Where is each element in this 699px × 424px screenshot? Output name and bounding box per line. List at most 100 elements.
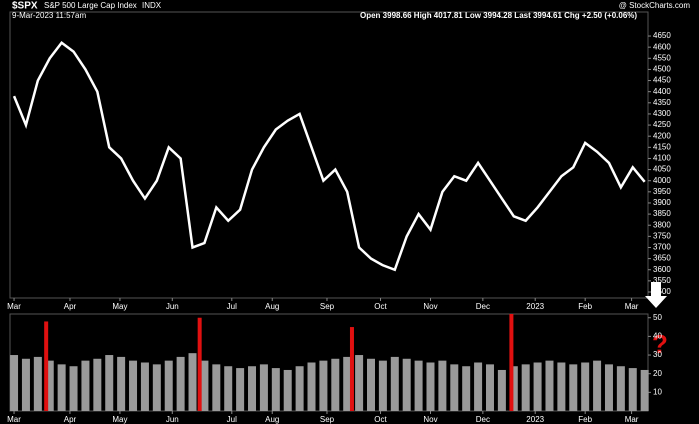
- y-tick-label: 4000: [653, 176, 671, 185]
- source: @ StockCharts.com: [619, 1, 691, 10]
- y-tick-label: 4150: [653, 142, 671, 151]
- x-tick-label: Sep: [320, 302, 335, 311]
- y-tick-label: 20: [653, 369, 662, 378]
- volume-bar: [200, 360, 209, 411]
- volume-bar: [57, 364, 66, 411]
- y-tick-label: 4300: [653, 109, 671, 118]
- volume-bar: [474, 362, 483, 411]
- y-tick-label: 4550: [653, 53, 671, 62]
- volume-bar: [438, 360, 447, 411]
- volume-spike: [509, 314, 514, 411]
- x-tick-label: Feb: [578, 415, 592, 424]
- volume-bar: [414, 360, 423, 411]
- y-tick-label: 3850: [653, 209, 671, 218]
- y-tick-label: 3950: [653, 187, 671, 196]
- x-tick-label: Mar: [625, 302, 639, 311]
- x-tick-label: Jul: [227, 415, 237, 424]
- volume-bar: [581, 362, 590, 411]
- y-tick-label: 3600: [653, 265, 671, 274]
- x-tick-label: Apr: [64, 302, 77, 311]
- question-mark: ?: [652, 329, 668, 359]
- volume-bar: [33, 356, 42, 411]
- y-tick-label: 3550: [653, 276, 671, 285]
- x-tick-label: Mar: [625, 415, 639, 424]
- x-tick-label: Aug: [265, 415, 279, 424]
- price-line: [12, 40, 646, 272]
- y-tick-label: 50: [653, 313, 662, 322]
- ticker: $SPX: [12, 1, 38, 12]
- x-tick-label: Dec: [476, 302, 490, 311]
- volume-bar: [378, 360, 387, 411]
- volume-bar: [533, 362, 542, 411]
- x-tick-label: Jun: [166, 415, 179, 424]
- y-tick-label: 4100: [653, 154, 671, 163]
- index-name: S&P 500 Large Cap Index: [44, 1, 137, 10]
- volume-bar: [283, 369, 292, 411]
- volume-bar: [21, 358, 30, 411]
- x-tick-label: Jul: [227, 302, 237, 311]
- volume-bar: [450, 364, 459, 411]
- volume-bar: [640, 369, 649, 411]
- volume-bar: [271, 368, 280, 411]
- volume-bar: [152, 364, 161, 411]
- volume-bar: [462, 366, 471, 411]
- volume-bar: [176, 356, 185, 411]
- volume-bar: [521, 364, 530, 411]
- y-tick-label: 4500: [653, 65, 671, 74]
- x-tick-label: Dec: [476, 415, 490, 424]
- volume-bar: [557, 362, 566, 411]
- x-tick-label: Nov: [423, 302, 437, 311]
- volume-bar: [69, 366, 78, 411]
- y-tick-label: 4200: [653, 131, 671, 140]
- volume-bar: [343, 356, 352, 411]
- y-tick-label: 3500: [653, 287, 671, 296]
- volume-bar: [616, 366, 625, 411]
- x-tick-label: Aug: [265, 302, 279, 311]
- y-tick-label: 4250: [653, 120, 671, 129]
- y-tick-label: 4050: [653, 165, 671, 174]
- down-arrow: [645, 282, 667, 308]
- volume-bar: [236, 368, 245, 411]
- volume-bar: [604, 364, 613, 411]
- volume-spike: [349, 327, 354, 411]
- volume-bar: [569, 364, 578, 411]
- y-tick-label: 3800: [653, 220, 671, 229]
- price-panel: [9, 11, 649, 299]
- volume-bar: [497, 369, 506, 411]
- x-tick-label: Nov: [423, 415, 437, 424]
- volume-bar: [509, 366, 518, 411]
- y-tick-label: 4400: [653, 87, 671, 96]
- x-tick-label: Mar: [7, 302, 21, 311]
- volume-bar: [81, 360, 90, 411]
- volume-bar: [628, 368, 637, 411]
- quote: Open 3998.66 High 4017.81 Low 3994.28 La…: [360, 11, 637, 20]
- y-tick-label: 4650: [653, 31, 671, 40]
- x-tick-label: Apr: [64, 415, 77, 424]
- y-tick-label: 4600: [653, 42, 671, 51]
- volume-bar: [307, 362, 316, 411]
- x-tick-label: Jun: [166, 302, 179, 311]
- y-tick-label: 3900: [653, 198, 671, 207]
- date: 9-Mar-2023 11:57am: [12, 11, 86, 20]
- y-tick-label: 3650: [653, 254, 671, 263]
- exchange: INDX: [142, 1, 162, 10]
- volume-bar: [545, 360, 554, 411]
- volume-bar: [105, 355, 114, 411]
- volume-bar: [367, 358, 376, 411]
- x-tick-label: Oct: [374, 302, 387, 311]
- volume-bar: [188, 353, 197, 411]
- volume-bar: [426, 362, 435, 411]
- volume-bar: [164, 360, 173, 411]
- x-tick-label: May: [112, 415, 127, 424]
- volume-bar: [259, 364, 268, 411]
- volume-bar: [355, 355, 364, 411]
- y-tick-label: 4350: [653, 98, 671, 107]
- volume-bar: [45, 360, 54, 411]
- volume-bar: [117, 356, 126, 411]
- volume-bar: [295, 366, 304, 411]
- x-tick-label: May: [112, 302, 127, 311]
- y-tick-label: 40: [653, 331, 662, 340]
- volume-bar: [402, 358, 411, 411]
